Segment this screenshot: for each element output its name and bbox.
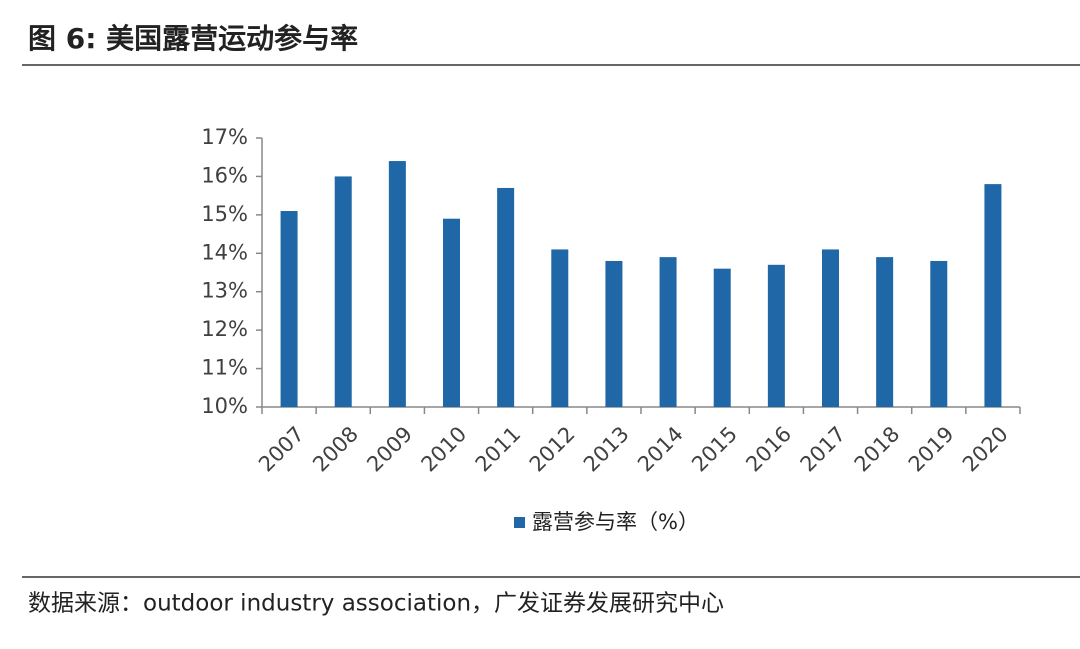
y-tick-label: 11% [201, 356, 248, 380]
x-tick-label: 2009 [362, 422, 417, 477]
source-note: 数据来源：outdoor industry association，广发证券发展… [28, 591, 724, 617]
x-tick-label: 2013 [579, 422, 634, 477]
x-tick-label: 2010 [417, 422, 472, 477]
x-tick-label: 2015 [687, 422, 742, 477]
x-tick-label: 2007 [254, 422, 309, 477]
x-tick-label: 2020 [958, 422, 1013, 477]
bar [659, 257, 677, 407]
bar [822, 249, 839, 407]
x-tick-label: 2019 [904, 422, 959, 477]
y-tick-label: 13% [201, 279, 248, 303]
bar [767, 264, 785, 407]
bar [497, 187, 515, 407]
y-tick-label: 12% [201, 317, 248, 341]
legend-label: 露营参与率（%） [532, 510, 699, 534]
y-tick-label: 10% [201, 394, 248, 418]
y-tick-label: 14% [201, 240, 248, 264]
x-tick-label: 2018 [850, 422, 905, 477]
x-tick-label: 2016 [741, 422, 796, 477]
bar [443, 218, 460, 407]
bar [551, 249, 569, 407]
x-tick-label: 2008 [308, 422, 363, 477]
bar [334, 176, 352, 407]
y-tick-label: 17% [201, 125, 248, 149]
x-tick-label: 2014 [633, 422, 688, 477]
x-tick-label: 2017 [796, 422, 851, 477]
bar [713, 268, 731, 407]
bar [876, 257, 894, 407]
bar [388, 161, 406, 407]
chart-title: 图 6: 美国露营运动参与率 [28, 22, 358, 55]
bar [280, 211, 298, 407]
bar [605, 260, 623, 407]
x-tick-label: 2011 [471, 422, 526, 477]
y-tick-label: 16% [201, 163, 248, 187]
x-tick-label: 2012 [525, 422, 580, 477]
y-tick-label: 15% [201, 202, 248, 226]
bar [984, 184, 1002, 407]
bar [930, 260, 948, 407]
legend-swatch [514, 517, 525, 528]
